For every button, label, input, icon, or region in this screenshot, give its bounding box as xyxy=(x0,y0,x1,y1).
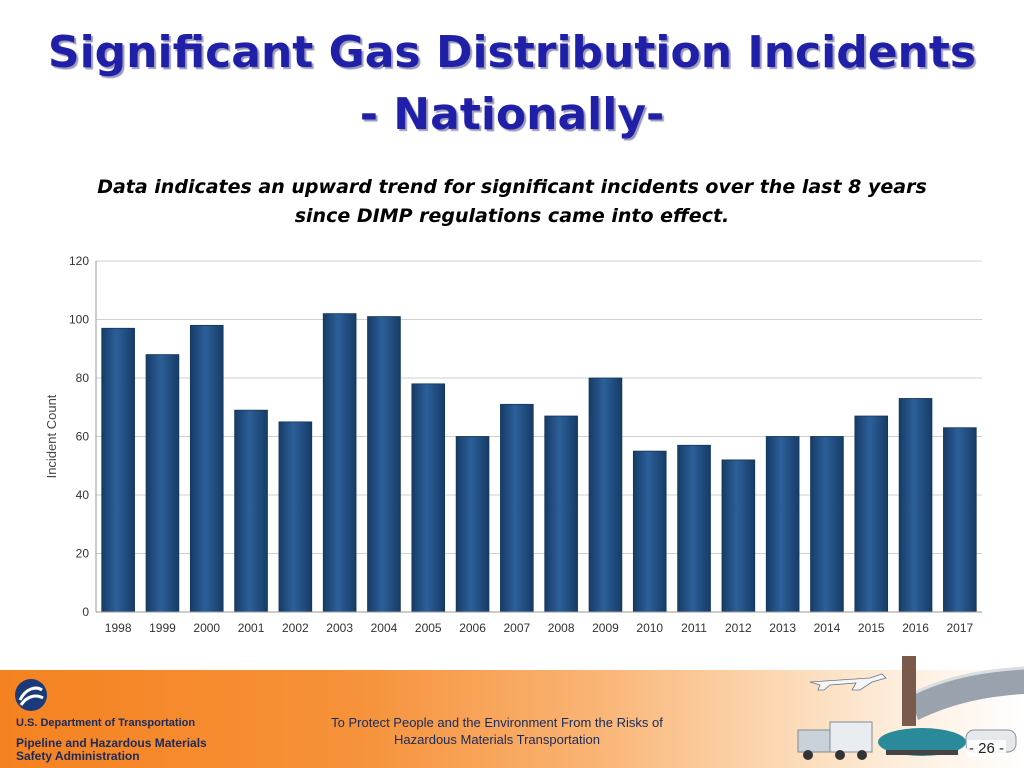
y-tick-label: 0 xyxy=(82,605,89,619)
bar-2011 xyxy=(677,444,711,613)
footer-banner: U.S. Department of Transportation Pipeli… xyxy=(0,656,1024,768)
bar-2001 xyxy=(234,409,268,613)
bar-2015 xyxy=(854,415,889,613)
x-tick-label: 2014 xyxy=(814,621,841,635)
bar-2007 xyxy=(500,403,534,613)
x-tick-label: 1998 xyxy=(105,621,132,635)
x-tick-label: 1999 xyxy=(149,621,176,635)
y-tick-label: 80 xyxy=(76,371,90,385)
x-tick-label: 2003 xyxy=(326,621,353,635)
slide-subtitle: Data indicates an upward trend for signi… xyxy=(10,173,1014,231)
gridlines xyxy=(96,260,982,554)
bar-2008 xyxy=(544,415,578,613)
x-tick-label: 2007 xyxy=(503,621,530,635)
bar-2016 xyxy=(898,398,933,613)
bar-2004 xyxy=(367,316,401,613)
mission-line-2: Hazardous Materials Transportation xyxy=(394,732,600,747)
bar-2006 xyxy=(455,436,490,613)
x-tick-label: 2001 xyxy=(238,621,265,635)
title-line-1: Significant Gas Distribution Incidents xyxy=(47,27,977,78)
x-tick-label: 2008 xyxy=(548,621,575,635)
y-tick-label: 120 xyxy=(69,254,89,268)
x-tick-label: 2015 xyxy=(858,621,885,635)
bar-2017 xyxy=(943,427,977,613)
x-tick-label: 2012 xyxy=(725,621,752,635)
department-name: U.S. Department of Transportation xyxy=(16,717,196,729)
bar-1998 xyxy=(101,327,135,613)
bar-1999 xyxy=(145,354,180,613)
bar-2012 xyxy=(721,459,756,613)
bars xyxy=(101,313,977,613)
x-tick-label: 2005 xyxy=(415,621,442,635)
axes xyxy=(95,261,982,613)
agency-name-line-1: Pipeline and Hazardous Materials xyxy=(16,736,207,750)
page-number: - 26 - xyxy=(966,740,1006,757)
mission-line-1: To Protect People and the Environment Fr… xyxy=(331,715,663,730)
x-tick-label: 2006 xyxy=(459,621,486,635)
incident-bar-chart: 0 20 40 60 80 100 120 1998 1999 2000 2001 2002 2003 2… xyxy=(44,254,982,635)
bar-2014 xyxy=(810,436,844,613)
x-tick-label: 2009 xyxy=(592,621,619,635)
x-tick-label: 2002 xyxy=(282,621,309,635)
dot-logo-icon xyxy=(15,679,47,711)
agency-name-line-2: Safety Administration xyxy=(16,749,140,763)
mission-statement: To Protect People and the Environment Fr… xyxy=(312,714,682,748)
bar-2009 xyxy=(588,377,623,613)
x-tick-label: 2016 xyxy=(902,621,929,635)
y-tick-label: 20 xyxy=(76,547,90,561)
axis-labels: 0 20 40 60 80 100 120 1998 1999 2000 2001 2002 2003 2… xyxy=(44,254,974,635)
bar-2002 xyxy=(278,421,313,613)
x-tick-label: 2000 xyxy=(193,621,220,635)
x-tick-label: 2017 xyxy=(946,621,973,635)
bar-2000 xyxy=(189,324,224,613)
slide-title: Significant Gas Distribution Incidents -… xyxy=(0,22,1024,146)
x-tick-label: 2013 xyxy=(769,621,796,635)
y-tick-label: 60 xyxy=(76,430,90,444)
subtitle-line-2: since DIMP regulations came into effect. xyxy=(294,205,730,227)
bar-2013 xyxy=(765,436,800,613)
bar-2003 xyxy=(322,313,357,613)
bar-2005 xyxy=(411,383,446,613)
x-tick-label: 2004 xyxy=(371,621,398,635)
y-tick-label: 40 xyxy=(76,488,90,502)
subtitle-line-1: Data indicates an upward trend for signi… xyxy=(97,176,927,198)
title-line-2: - Nationally- xyxy=(359,89,665,140)
x-tick-label: 2010 xyxy=(636,621,663,635)
transportation-montage-icon xyxy=(797,656,1024,760)
y-axis-title: Incident Count xyxy=(44,394,59,478)
y-tick-label: 100 xyxy=(69,313,89,327)
x-tick-label: 2011 xyxy=(681,621,707,635)
bar-2010 xyxy=(632,450,667,613)
